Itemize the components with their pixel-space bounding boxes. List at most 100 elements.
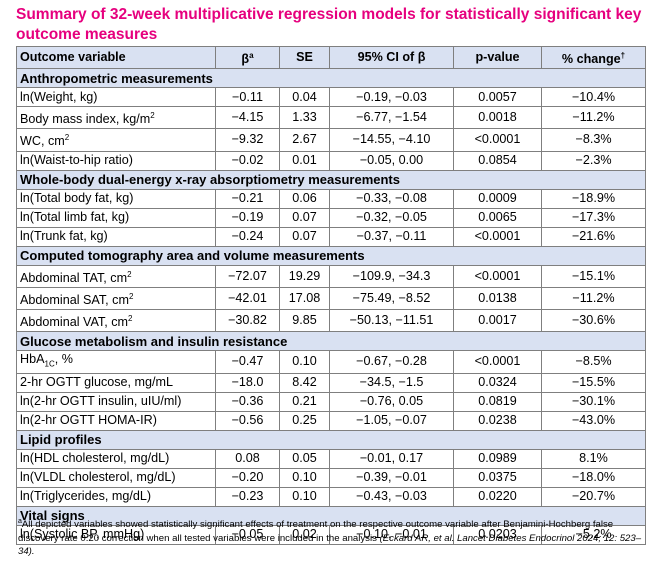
cell-outcome-variable: ln(Triglycerides, mg/dL) bbox=[16, 486, 216, 507]
section-title: Whole-body dual-energy x-ray absorptiome… bbox=[16, 169, 646, 190]
cell-p-value: 0.0854 bbox=[453, 150, 542, 171]
cell-beta: −18.0 bbox=[215, 372, 280, 393]
cell-se: 0.04 bbox=[279, 87, 330, 108]
cell-p-value: 0.0009 bbox=[453, 188, 542, 209]
cell-beta: −0.21 bbox=[215, 188, 280, 209]
cell-percent-change: −15.1% bbox=[541, 264, 646, 288]
cell-percent-change: −43.0% bbox=[541, 410, 646, 431]
cell-p-value: 0.0057 bbox=[453, 87, 542, 108]
cell-se: 0.10 bbox=[279, 350, 330, 374]
cell-p-value: 0.0138 bbox=[453, 286, 542, 310]
cell-outcome-variable: ln(Total limb fat, kg) bbox=[16, 207, 216, 228]
cell-beta: −0.20 bbox=[215, 467, 280, 488]
cell-p-value: 0.0203 bbox=[453, 524, 542, 545]
cell-p-value: <0.0001 bbox=[453, 128, 542, 152]
cell-percent-change: −11.2% bbox=[541, 106, 646, 130]
cell-p-value: 0.0017 bbox=[453, 308, 542, 333]
cell-p-value: <0.0001 bbox=[453, 264, 542, 288]
cell-percent-change: −21.6% bbox=[541, 226, 646, 247]
cell-outcome-variable: Abdominal TAT, cm2 bbox=[16, 264, 216, 288]
page-title: Summary of 32-week multiplicative regres… bbox=[16, 6, 642, 43]
cell-se: 0.10 bbox=[279, 486, 330, 507]
footnote-citation: (Eckard AR, et al. Lancet Diabetes Endoc… bbox=[18, 532, 642, 558]
cell-beta: −0.56 bbox=[215, 410, 280, 431]
section-header-row: Lipid profiles bbox=[16, 429, 646, 450]
cell-se: 19.29 bbox=[279, 264, 330, 288]
table-row: ln(2-hr OGTT HOMA-IR) −0.56 0.25 −1.05, −0.… bbox=[16, 410, 646, 431]
table-row: ln(Weight, kg) −0.11 0.04 −0.19, −0.03 0.005… bbox=[16, 87, 646, 108]
cell-ci: −0.10, −0.01 bbox=[329, 524, 454, 545]
cell-se: 0.02 bbox=[279, 524, 330, 545]
cell-ci: −34.5, −1.5 bbox=[329, 372, 454, 393]
cell-ci: −0.33, −0.08 bbox=[329, 188, 454, 209]
cell-ci: −0.05, 0.00 bbox=[329, 150, 454, 171]
cell-percent-change: −5.2% bbox=[541, 524, 646, 545]
cell-p-value: 0.0375 bbox=[453, 467, 542, 488]
cell-beta: −30.82 bbox=[215, 308, 280, 333]
cell-se: 1.33 bbox=[279, 106, 330, 130]
table-row: 2-hr OGTT glucose, mg/mL −18.0 8.42 −34.5, … bbox=[16, 372, 646, 393]
footnote: aAll depicted variables showed statistic… bbox=[18, 515, 648, 559]
cell-percent-change: −15.5% bbox=[541, 372, 646, 393]
section-header-row: Anthropometric measurements bbox=[16, 68, 646, 89]
section-header-row: Computed tomography area and volume meas… bbox=[16, 245, 646, 266]
cell-se: 0.07 bbox=[279, 207, 330, 228]
cell-ci: −0.19, −0.03 bbox=[329, 87, 454, 108]
table-row: WC, cm2 −9.32 2.67 −14.55, −4.10 <0.0001 −8.3… bbox=[16, 128, 646, 152]
table-row: ln(Trunk fat, kg) −0.24 0.07 −0.37, −0.11 <0… bbox=[16, 226, 646, 247]
cell-beta: −0.11 bbox=[215, 87, 280, 108]
cell-beta: −72.07 bbox=[215, 264, 280, 288]
section-header-row: Whole-body dual-energy x-ray absorptiome… bbox=[16, 169, 646, 190]
cell-se: 0.10 bbox=[279, 467, 330, 488]
cell-se: 0.05 bbox=[279, 448, 330, 469]
cell-se: 2.67 bbox=[279, 128, 330, 152]
cell-ci: −0.37, −0.11 bbox=[329, 226, 454, 247]
header-se: SE bbox=[279, 45, 330, 70]
cell-outcome-variable: ln(2-hr OGTT HOMA-IR) bbox=[16, 410, 216, 431]
cell-p-value: 0.0238 bbox=[453, 410, 542, 431]
section-header-row: Glucose metabolism and insulin resistanc… bbox=[16, 331, 646, 352]
table-row: Abdominal SAT, cm2 −42.01 17.08 −75.49, −8.… bbox=[16, 286, 646, 310]
table-row: HbA1C, % −0.47 0.10 −0.67, −0.28 <0.0001 −8.5… bbox=[16, 350, 646, 374]
regression-table: Outcome variable βa SE 95% CI of β p-val… bbox=[16, 45, 646, 545]
cell-outcome-variable: ln(HDL cholesterol, mg/dL) bbox=[16, 448, 216, 469]
cell-p-value: <0.0001 bbox=[453, 350, 542, 374]
footnote-mark: a bbox=[18, 518, 22, 525]
section-title: Lipid profiles bbox=[16, 429, 646, 450]
table-row: ln(2-hr OGTT insulin, uIU/ml) −0.36 0.21 −0… bbox=[16, 391, 646, 412]
cell-beta: −0.23 bbox=[215, 486, 280, 507]
cell-ci: −0.01, 0.17 bbox=[329, 448, 454, 469]
cell-beta: −0.19 bbox=[215, 207, 280, 228]
table-row: Body mass index, kg/m2 −4.15 1.33 −6.77, −1… bbox=[16, 106, 646, 130]
cell-ci: −1.05, −0.07 bbox=[329, 410, 454, 431]
cell-outcome-variable: WC, cm2 bbox=[16, 128, 216, 152]
cell-se: 0.01 bbox=[279, 150, 330, 171]
cell-ci: −75.49, −8.52 bbox=[329, 286, 454, 310]
cell-p-value: 0.0324 bbox=[453, 372, 542, 393]
cell-percent-change: −8.5% bbox=[541, 350, 646, 374]
cell-outcome-variable: ln(VLDL cholesterol, mg/dL) bbox=[16, 467, 216, 488]
cell-beta: −42.01 bbox=[215, 286, 280, 310]
table-row: Abdominal TAT, cm2 −72.07 19.29 −109.9, −34… bbox=[16, 264, 646, 288]
cell-percent-change: −18.9% bbox=[541, 188, 646, 209]
cell-beta: −0.24 bbox=[215, 226, 280, 247]
cell-ci: −0.67, −0.28 bbox=[329, 350, 454, 374]
cell-se: 0.21 bbox=[279, 391, 330, 412]
cell-percent-change: −30.1% bbox=[541, 391, 646, 412]
cell-beta: −0.36 bbox=[215, 391, 280, 412]
cell-p-value: 0.0819 bbox=[453, 391, 542, 412]
cell-percent-change: −30.6% bbox=[541, 308, 646, 333]
cell-se: 0.07 bbox=[279, 226, 330, 247]
cell-outcome-variable: ln(Waist-to-hip ratio) bbox=[16, 150, 216, 171]
table-row: ln(VLDL cholesterol, mg/dL) −0.20 0.10 −0.3… bbox=[16, 467, 646, 488]
section-title: Glucose metabolism and insulin resistanc… bbox=[16, 331, 646, 352]
cell-se: 8.42 bbox=[279, 372, 330, 393]
section-title: Computed tomography area and volume meas… bbox=[16, 245, 646, 266]
cell-ci: −6.77, −1.54 bbox=[329, 106, 454, 130]
cell-se: 0.06 bbox=[279, 188, 330, 209]
cell-beta: −0.05 bbox=[215, 524, 280, 545]
cell-ci: −50.13, −11.51 bbox=[329, 308, 454, 333]
table-row: ln(Systolic BP, mmHg) −0.05 0.02 −0.10, −0.… bbox=[16, 524, 646, 545]
cell-percent-change: −2.3% bbox=[541, 150, 646, 171]
cell-outcome-variable: 2-hr OGTT glucose, mg/mL bbox=[16, 372, 216, 393]
